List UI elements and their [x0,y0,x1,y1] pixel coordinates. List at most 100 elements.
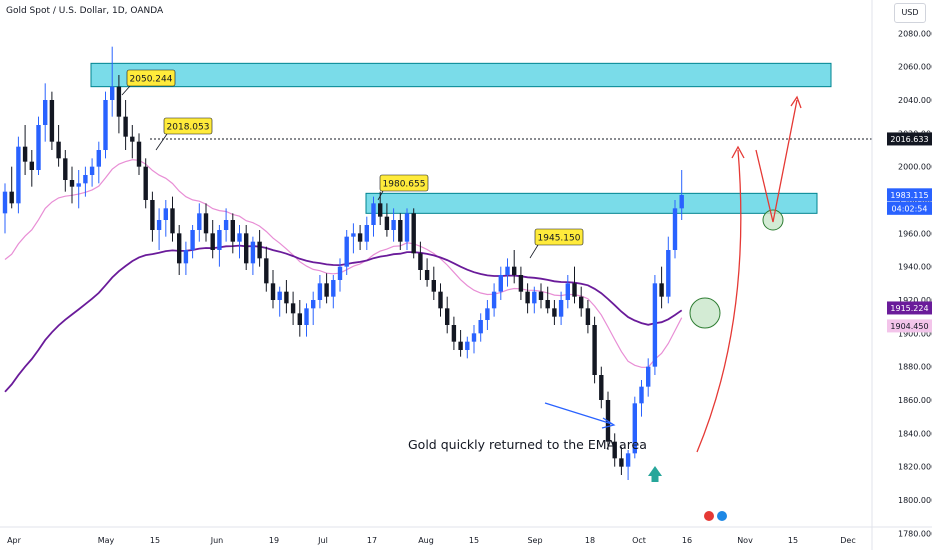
candle [16,136,21,214]
candle-body [411,213,416,254]
ema-touch-circle [689,297,721,329]
candle-body [485,308,490,320]
price-badge-bg [887,301,932,315]
price-callout: 1980.655 [377,174,429,201]
candle-body [29,161,34,170]
candle-body [532,291,537,304]
candle [666,236,671,304]
candle-body [110,86,115,100]
candle-body [431,280,436,292]
candle [357,225,363,250]
price-badge: 1915.224 [887,301,932,315]
candle [96,141,101,184]
candle-body [612,441,617,459]
candle [290,291,296,325]
currency-selector[interactable]: USD [894,3,926,23]
candle [49,91,55,150]
candle-body [237,233,242,242]
candle [505,258,510,287]
candle-body [257,241,262,259]
candle-body [418,253,423,270]
blue-pointer-arrow [544,402,613,425]
candle-body [203,213,209,234]
candle-body [619,458,624,467]
price-callout: 2050.244 [121,69,176,96]
candle [438,283,443,317]
time-tick-label: 17 [367,536,377,545]
price-tick-label: 1860.000 [898,396,932,405]
red-zigzag-arrow [755,99,798,223]
candle [304,303,309,337]
candle [244,225,249,270]
candle [22,125,28,175]
price-tick-label: 2080.000 [898,29,932,38]
candle-body [538,291,544,300]
price-tick-label: 1780.000 [898,529,932,538]
candle-body [625,453,631,467]
red-curve-arrowhead [731,145,745,159]
teal-up-arrow [648,466,662,476]
time-tick-label: Dec [840,536,855,545]
candle [424,258,430,287]
price-tick-label: 1880.000 [898,363,932,372]
candle-body [465,341,470,350]
candle [579,286,584,317]
candle [545,286,550,314]
candle [284,280,289,314]
price-badge: 04:02:54 [887,201,932,215]
candle [619,446,624,475]
callout-label: 1945.150 [538,234,581,244]
time-tick-label: May [98,536,115,545]
candle-body [371,203,376,225]
candle [384,203,390,237]
candle [445,296,450,334]
candle [431,266,436,300]
candle-body [344,236,349,267]
price-badge-label: 1904.450 [890,322,928,331]
callout-pointer [529,244,539,259]
candle [411,208,416,259]
candle-body [384,216,390,230]
price-tick-label: 1840.000 [898,429,932,438]
candle-body [43,100,48,125]
candle [76,170,81,209]
candle-body [83,175,88,184]
candle-body [357,233,363,242]
ema-fast-line [4,159,683,368]
candle-body [471,333,477,342]
candle-body [103,100,108,150]
candle-body [2,191,8,214]
time-tick-label: Nov [737,536,753,545]
price-callout: 2018.053 [155,117,213,151]
candle [599,366,604,409]
price-badge-bg [887,132,932,146]
price-tick-label: 1900.000 [898,329,932,338]
candle-body [170,208,175,234]
candle [331,275,336,309]
candle-body [9,191,14,204]
candle [2,183,8,234]
candle-body [123,116,128,137]
candle-body [478,320,483,334]
candle-body [284,291,289,304]
candle-body [331,280,336,297]
candle-body [16,146,21,204]
candle [103,91,108,159]
candle [230,213,235,254]
candle-body [672,208,678,250]
candle [250,236,256,275]
price-tick-label: 1820.000 [898,463,932,472]
candle-body [652,283,658,367]
candle-body [585,308,591,325]
price-tick-label: 1940.000 [898,263,932,272]
candle-body [89,166,95,175]
candle-body [116,86,122,117]
time-tick-label: 16 [682,536,692,545]
teal-arrow-stem [651,476,659,482]
candle [270,270,276,309]
candle [311,291,316,325]
candle [29,150,34,187]
candle [659,266,664,309]
